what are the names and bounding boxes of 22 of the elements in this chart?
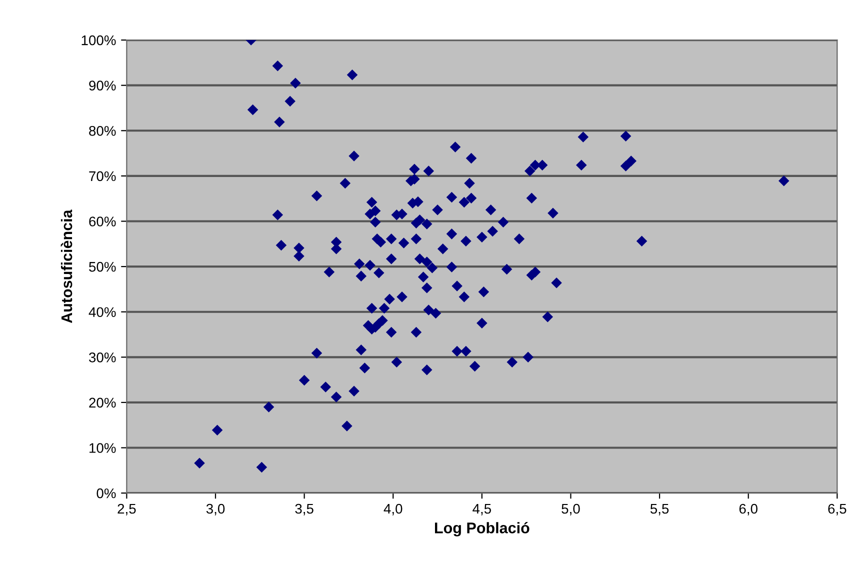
- x-tick-label: 6,5: [828, 504, 846, 516]
- y-tick-label: 30%: [89, 352, 116, 362]
- y-tick-label: 10%: [90, 443, 116, 453]
- x-tick-label: 2,5: [118, 504, 136, 516]
- x-tick-label: 5,0: [562, 504, 580, 516]
- x-tick-label: 3,5: [295, 504, 314, 516]
- x-tick-label: 4,5: [472, 504, 491, 516]
- y-tick-label: 100%: [82, 35, 116, 46]
- x-tick-label: 3,0: [206, 504, 225, 516]
- y-tick-label: 50%: [89, 262, 116, 272]
- x-tick-label: 5,5: [650, 504, 669, 516]
- y-tick-label: 60%: [89, 216, 116, 226]
- y-axis-title: Autosuficiència: [60, 210, 72, 324]
- y-tick-label: 20%: [89, 398, 116, 408]
- x-tick-label: 6,0: [739, 504, 758, 516]
- y-tick-label: 70%: [89, 171, 116, 182]
- x-axis-title: Log Població: [435, 522, 530, 536]
- y-tick-label: 40%: [88, 307, 116, 318]
- y-tick-label: 90%: [89, 80, 116, 91]
- x-tick-label: 4,0: [384, 504, 402, 516]
- y-tick-label: 80%: [89, 126, 116, 136]
- y-tick-label: 0%: [96, 488, 116, 498]
